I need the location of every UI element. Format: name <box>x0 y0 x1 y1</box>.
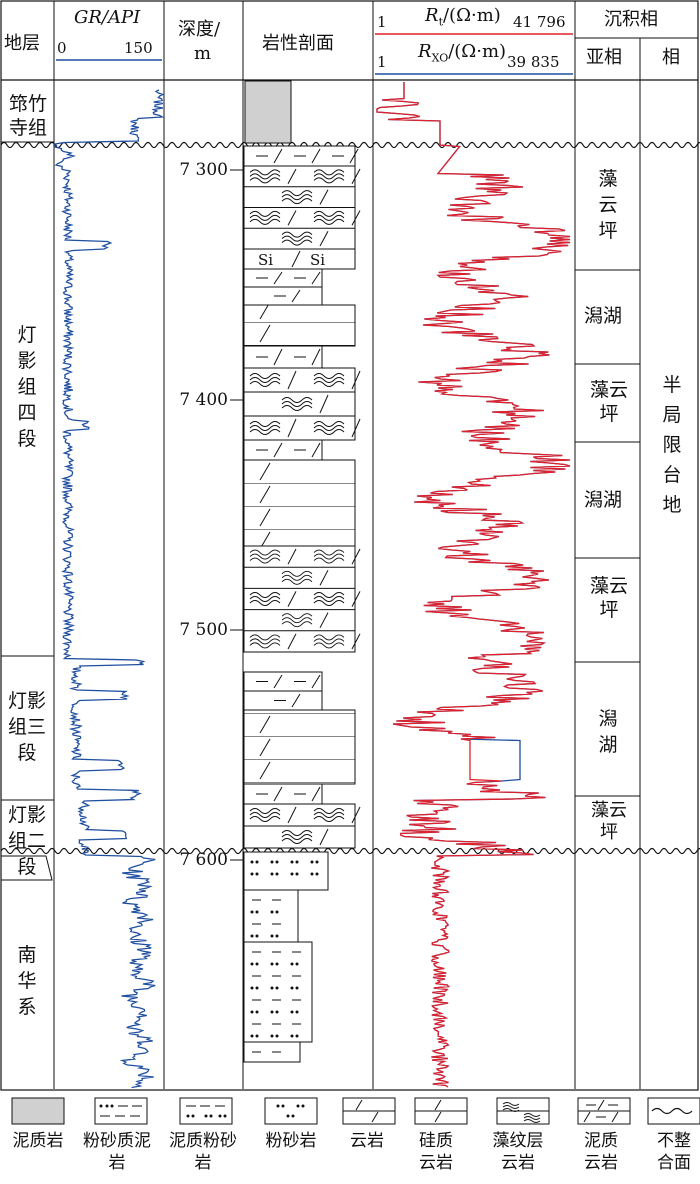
algal-dolomite-block <box>243 545 361 653</box>
rxo-max: 39 835 <box>507 53 560 71</box>
lithology-title: 岩性剖面 <box>262 33 334 54</box>
legend-label-argillaceous-dolomite: 泥质云岩 <box>584 1131 618 1173</box>
stratum-dengying-4: 灯影组四段 <box>17 324 37 450</box>
legend-label-algal-dolomite: 藻纹层云岩 <box>492 1131 544 1173</box>
strata-divider <box>1 855 53 881</box>
subfacies-lagoon: 潟湖 <box>584 489 623 511</box>
depth-tick-7300: 7 300 <box>179 160 228 180</box>
legend-icon-siltstone <box>264 1097 318 1125</box>
rt-max: 41 796 <box>513 13 566 31</box>
gr-min: 0 <box>57 39 67 57</box>
gr-curve <box>53 89 165 1089</box>
silty-mudstone-block <box>243 1041 301 1063</box>
rt-curve <box>376 82 571 1088</box>
dolomite-block <box>243 459 356 547</box>
argillaceous-dolomite-block <box>243 671 323 711</box>
unconformity-line <box>0 141 700 149</box>
argillaceous-dolomite-block <box>243 268 323 306</box>
argillaceous-dolomite-block <box>243 345 323 369</box>
depth-title: 深度/ <box>178 19 221 40</box>
subfacies-algal-flat: 藻云坪 <box>591 800 627 843</box>
depth-tick-7400: 7 400 <box>179 390 228 410</box>
legend-icon-silty-mudstone <box>94 1097 148 1125</box>
frame <box>0 0 699 1091</box>
algal-dolomite-block <box>243 803 361 849</box>
legend-label-unconformity: 不整合面 <box>657 1131 691 1173</box>
unconformity-line <box>0 847 700 855</box>
si-mark: Si <box>310 251 326 269</box>
depth-unit: m <box>194 43 212 64</box>
subfacies-lagoon: 潟湖 <box>598 708 618 756</box>
siliceous-dolomite-block <box>243 248 356 270</box>
legend-icon-unconformity <box>647 1097 700 1125</box>
subfacies-lagoon: 潟湖 <box>584 305 623 327</box>
subfacies-title: 亚相 <box>586 47 622 68</box>
legend-label-argillaceous-siltstone: 泥质粉砂岩 <box>169 1131 237 1173</box>
strata-header: 地层 <box>4 33 40 54</box>
facies-column-title: 相 <box>662 47 680 68</box>
si-mark: Si <box>258 251 274 269</box>
stratum-dengying-3: 灯影组三段 <box>7 690 46 764</box>
legend-label-dolomite: 云岩 <box>350 1131 384 1151</box>
rt-label: Rt/(Ω·m) <box>425 5 501 29</box>
algal-dolomite-block <box>243 165 361 250</box>
algal-dolomite-block <box>243 367 361 441</box>
depth-tick-7600: 7 600 <box>179 850 228 870</box>
legend-icon-mudstone <box>11 1097 65 1125</box>
argillaceous-dolomite-block <box>243 783 323 805</box>
legend-icon-argillaceous-siltstone <box>179 1097 233 1125</box>
gr-title: GR/API <box>74 7 141 28</box>
subfacies-algal-flat: 藻云坪 <box>598 168 618 242</box>
facies-semi-restricted-platform: 半局限台地 <box>662 374 682 516</box>
mudstone-block <box>244 80 292 144</box>
legend-label-siliceous-dolomite: 硅质云岩 <box>419 1131 453 1173</box>
rxo-min: 1 <box>377 53 387 71</box>
subfacies-algal-flat: 藻云坪 <box>589 379 628 425</box>
gr-max: 150 <box>124 39 153 57</box>
stratum-dengying-2: 灯影组二段 <box>7 804 46 878</box>
siltstone-block <box>243 851 329 891</box>
depth-tick-7500: 7 500 <box>179 620 228 640</box>
rt-min: 1 <box>377 13 387 31</box>
argillaceous-dolomite-block <box>243 439 323 461</box>
rxo-label: RXO/(Ω·m) <box>418 41 507 65</box>
legend-label-silty-mudstone: 粉砂质泥岩 <box>83 1131 151 1173</box>
legend-label-mudstone: 泥质岩 <box>12 1131 64 1151</box>
dolomite-block <box>243 304 356 347</box>
argillaceous-siltstone-block <box>243 941 313 1043</box>
stratum-nanhua: 南华系 <box>17 944 37 1018</box>
legend-label-siltstone: 粉砂岩 <box>265 1131 317 1151</box>
silty-mudstone-block <box>243 889 299 943</box>
facies-title: 沉积相 <box>604 9 658 30</box>
argillaceous-dolomite-block <box>243 145 359 167</box>
dolomite-block <box>243 709 356 785</box>
stratum-qiongzhusi: 筇竹寺组 <box>8 93 47 139</box>
subfacies-algal-flat: 藻云坪 <box>589 575 628 621</box>
